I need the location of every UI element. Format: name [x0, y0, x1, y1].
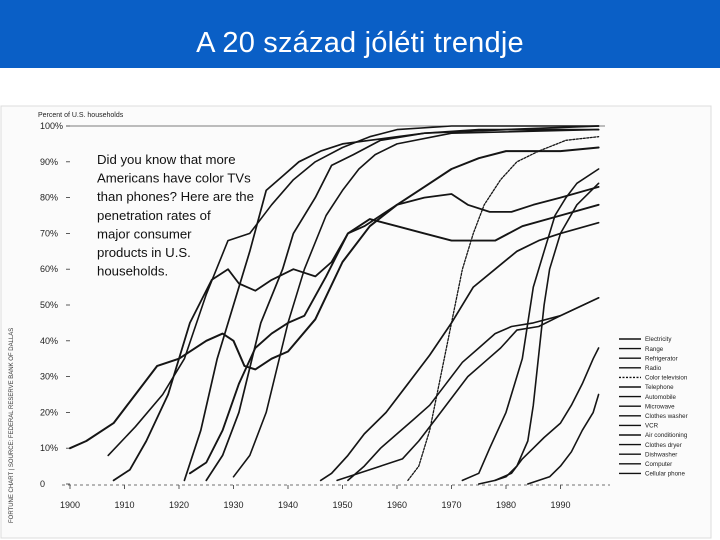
annotation-line: major consumer	[97, 226, 192, 241]
x-tick-label: 1950	[333, 500, 353, 510]
legend-entry: Computer	[645, 461, 672, 468]
x-tick-label: 1910	[115, 500, 135, 510]
annotation-layer: Did you know that more Americans have col…	[97, 152, 254, 279]
y-tick-label: 90%	[40, 157, 58, 167]
y-tick-label: 100%	[40, 121, 63, 131]
legend-entry: Cellular phone	[645, 471, 685, 478]
legend-entry: Color television	[645, 375, 688, 382]
x-tick-label: 1940	[278, 500, 298, 510]
x-tick-label: 1960	[387, 500, 407, 510]
legend-entry: Range	[645, 346, 664, 353]
series-line-1	[232, 128, 600, 478]
x-tick-label: 1920	[169, 500, 189, 510]
legend-entry: Electricity	[645, 336, 672, 343]
y-tick-label: 0	[40, 479, 45, 489]
series-line-0	[107, 125, 600, 457]
source-note: FORTUNE CHART | SOURCE: FEDERAL RESERVE …	[9, 328, 15, 523]
legend-entry: Air conditioning	[645, 432, 688, 439]
series-line-7	[461, 168, 600, 482]
series-line-6	[112, 186, 600, 482]
annotation-line: than phones? Here are the	[97, 189, 254, 204]
legend-entry: VCR	[645, 423, 659, 430]
series-line-12	[336, 297, 600, 482]
y-tick-label: 10%	[40, 443, 58, 453]
annotation-line: Did you know that more	[97, 152, 236, 167]
slide-header: A 20 század jóléti trendje	[0, 0, 720, 68]
legend-entry: Dishwasher	[645, 451, 677, 458]
annotation-line: products in U.S.	[97, 245, 191, 260]
legend-entry: Automobile	[645, 394, 677, 401]
series-line-9	[494, 182, 600, 482]
annotation-line: penetration rates of	[97, 208, 211, 223]
y-tick-label: 30%	[40, 372, 58, 382]
series-line-11	[319, 221, 600, 482]
series-layer	[69, 125, 600, 485]
annotation-line: households.	[97, 264, 168, 279]
legend-entry: Microwave	[645, 403, 675, 410]
legend-entry: Clothes dryer	[645, 442, 682, 449]
series-line-13	[477, 347, 600, 485]
line-chart: Percent of U.S. households 0 10% 20% 30% 40% 5…	[0, 105, 712, 539]
legend-entry: Refrigerator	[645, 355, 678, 362]
slide-title: A 20 század jóléti trendje	[196, 26, 524, 59]
x-tick-label: 1980	[496, 500, 516, 510]
axis-layer: Percent of U.S. households 0 10% 20% 30% 40% 5…	[9, 112, 610, 523]
legend-entry: Telephone	[645, 384, 674, 391]
y-tick-label: 70%	[40, 228, 58, 238]
x-tick-label: 1900	[60, 500, 80, 510]
y-tick-label: 50%	[40, 300, 58, 310]
x-tick-label: 1990	[551, 500, 571, 510]
x-tick-label: 1930	[224, 500, 244, 510]
legend-entry: Radio	[645, 365, 662, 372]
chart-area: Percent of U.S. households 0 10% 20% 30% 40% 5…	[0, 68, 720, 540]
y-tick-label: 80%	[40, 193, 58, 203]
legend-entry: Clothes washer	[645, 413, 688, 420]
legend-layer: Electricity Range Refrigerator Radio Color t…	[619, 336, 688, 478]
annotation-line: Americans have color TVs	[97, 171, 251, 186]
series-line-5	[69, 146, 600, 450]
y-tick-label: 20%	[40, 407, 58, 417]
series-line-3	[183, 128, 600, 482]
y-tick-label: 60%	[40, 264, 58, 274]
series-line-14	[526, 393, 600, 485]
series-line-10	[347, 297, 600, 482]
x-tick-label: 1970	[442, 500, 462, 510]
y-tick-label: 40%	[40, 336, 58, 346]
y-axis-label: Percent of U.S. households	[38, 112, 124, 119]
series-line-8	[188, 203, 600, 475]
